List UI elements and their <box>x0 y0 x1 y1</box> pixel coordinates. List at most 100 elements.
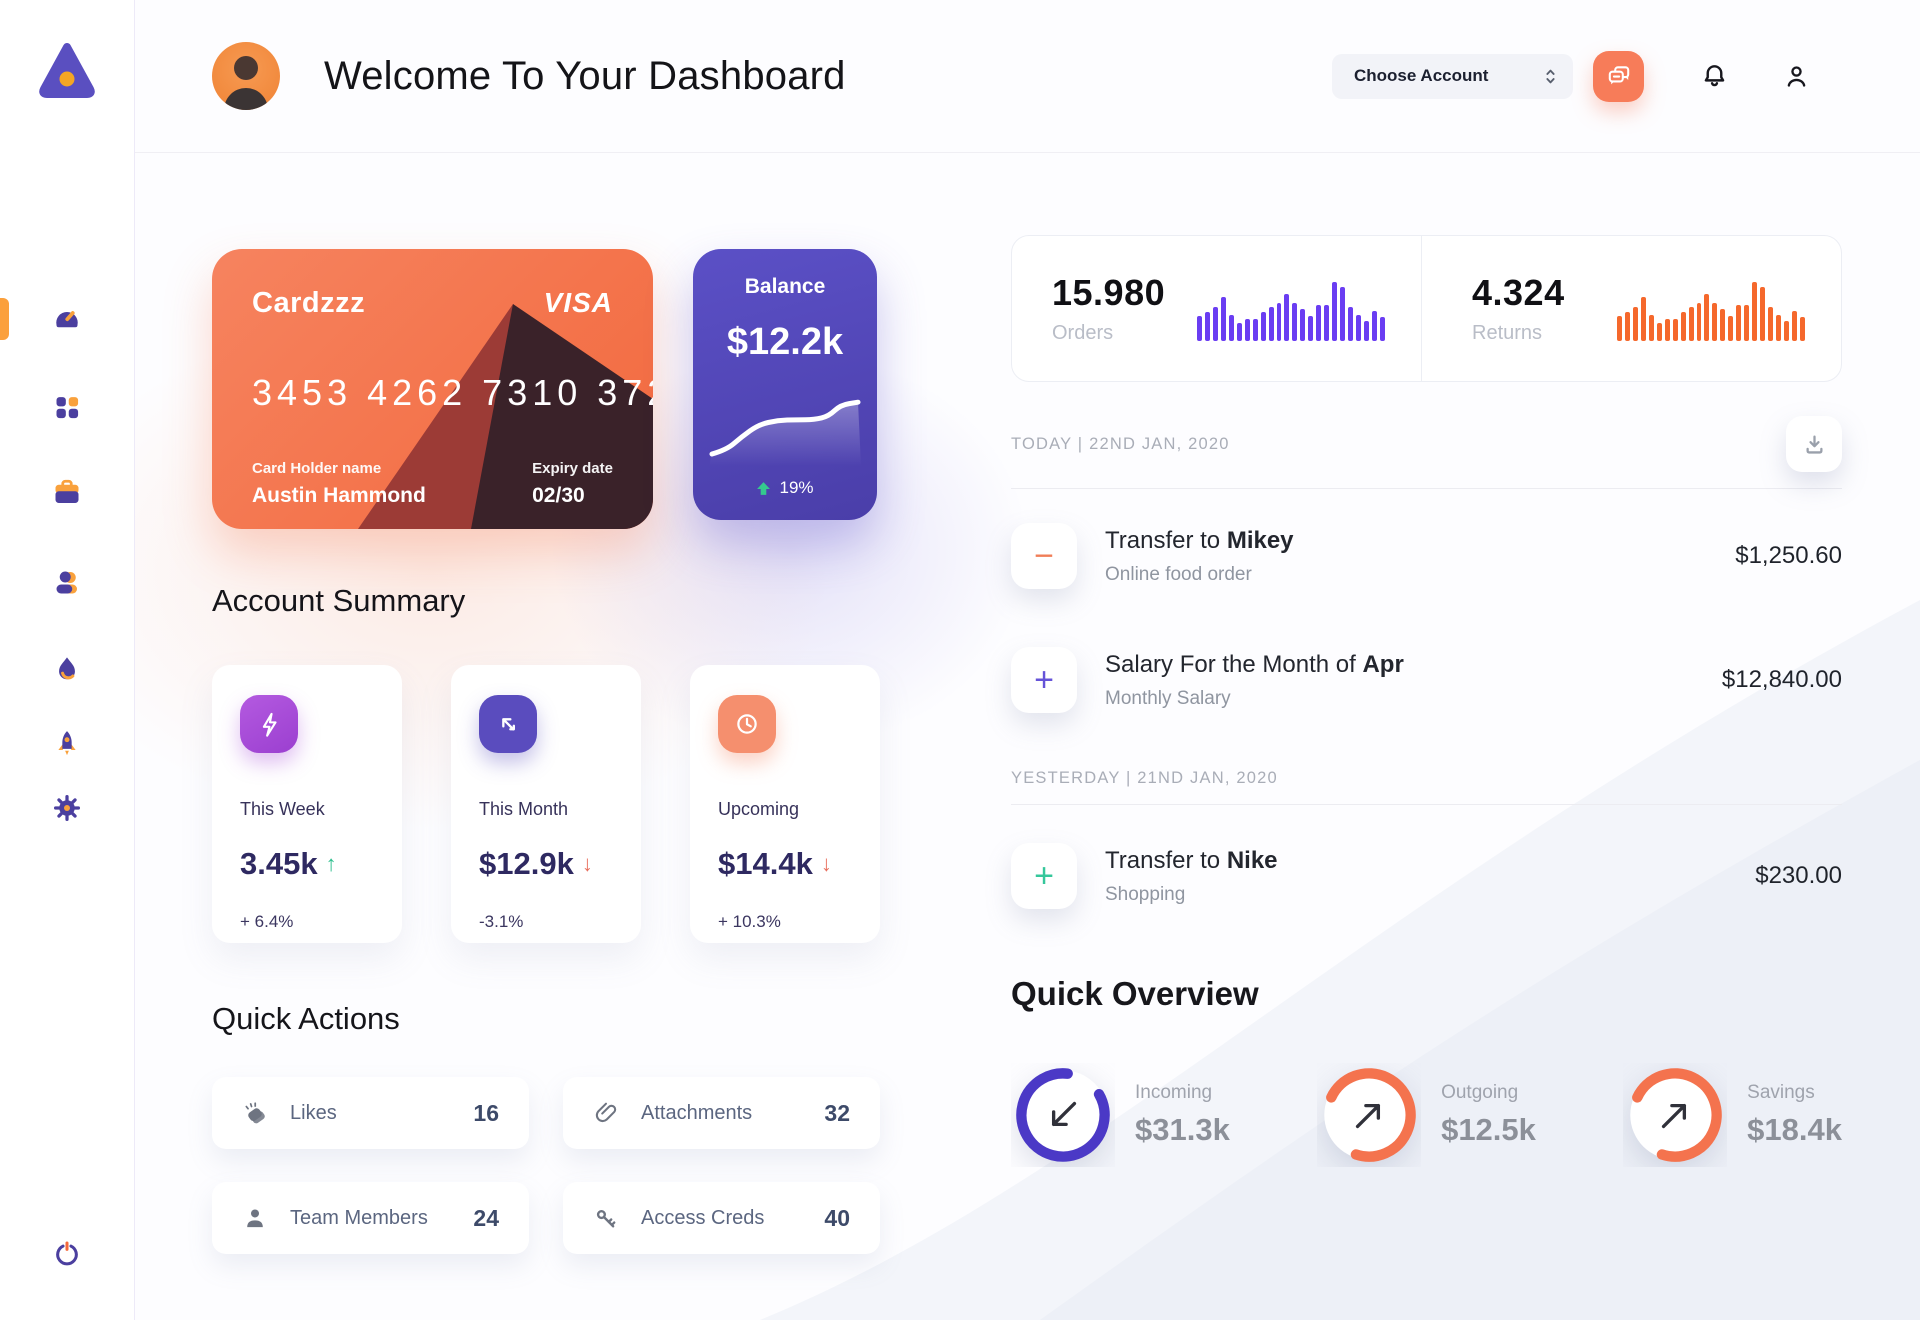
messages-button[interactable] <box>1593 50 1644 102</box>
logout-button[interactable] <box>45 1232 89 1276</box>
sidebar-item-activity[interactable] <box>45 647 89 691</box>
card-name: Cardzzz <box>252 287 366 319</box>
right-column: 15.980 Orders 4.324 Returns TODAY | 22ND… <box>1011 235 1842 1167</box>
returns-value: 4.324 <box>1472 272 1565 313</box>
spark-bar <box>1617 316 1622 341</box>
profile-button[interactable] <box>1776 56 1816 96</box>
spark-bar <box>1284 294 1290 341</box>
minus-icon: − <box>1011 523 1077 589</box>
sidebar-item-portfolio[interactable] <box>45 470 89 514</box>
avatar <box>212 42 280 110</box>
briefcase-icon <box>55 479 79 503</box>
spark-bar <box>1704 294 1710 341</box>
sidebar-item-launch[interactable] <box>45 721 89 765</box>
sidebar-item-dashboard[interactable] <box>45 294 89 338</box>
spark-bar <box>1664 318 1670 341</box>
spark-bar <box>1784 321 1789 341</box>
overview-savings: Savings $18.4k <box>1623 1063 1842 1167</box>
tx-title-name: Mikey <box>1226 526 1294 554</box>
quick-action-access-creds[interactable]: Access Creds 40 <box>563 1182 880 1254</box>
transaction-nike[interactable]: + Transfer to Nike Shopping $230.00 <box>1011 843 1842 909</box>
main-area: Welcome To Your Dashboard Choose Account <box>135 0 1920 1320</box>
returns-label: Returns <box>1472 322 1543 344</box>
spark-bar <box>1220 296 1226 341</box>
spark-bar <box>1744 304 1750 341</box>
spark-bar <box>1197 316 1202 341</box>
left-column: Cardzzz VISA 3453 4262 7310 3728 Card Ho… <box>212 249 880 1254</box>
tx-amount: $230.00 <box>1755 862 1842 889</box>
spark-bar <box>1260 312 1266 341</box>
trend-up-arrow-icon: ↑ <box>325 851 337 876</box>
spark-bar <box>1204 311 1210 341</box>
spark-bar <box>1356 314 1362 341</box>
savings-ring-chart <box>1628 1068 1722 1162</box>
notifications-button[interactable] <box>1694 56 1734 96</box>
spark-bar <box>1371 311 1377 341</box>
tx-title-prefix: Salary For the Month of <box>1105 650 1363 678</box>
credit-card: Cardzzz VISA 3453 4262 7310 3728 Card Ho… <box>212 249 653 529</box>
summary-value: $14.4k <box>718 846 813 881</box>
card-expiry-label: Expiry date <box>532 460 613 477</box>
page-title: Welcome To Your Dashboard <box>324 53 846 98</box>
quick-action-value: 40 <box>824 1204 850 1231</box>
incoming-ring-chart <box>1016 1068 1110 1162</box>
spark-bar <box>1712 303 1718 341</box>
summary-card-this-week: This Week 3.45k ↑ + 6.4% <box>212 665 402 943</box>
spark-bar <box>1236 322 1242 341</box>
choose-account-select[interactable]: Choose Account <box>1332 53 1573 99</box>
member-icon <box>247 1209 263 1228</box>
spark-bar <box>1348 307 1354 341</box>
overview-outgoing: Outgoing $12.5k <box>1317 1063 1536 1167</box>
quick-action-label: Likes <box>290 1101 337 1124</box>
transaction-salary[interactable]: + Salary For the Month of Apr Monthly Sa… <box>1011 647 1842 713</box>
quick-overview-rings: Incoming $31.3k Outgoing $12.5k <box>1011 1063 1842 1167</box>
card-expiry-value: 02/30 <box>532 484 585 507</box>
spark-bar <box>1720 308 1726 341</box>
up-right-arrow-icon <box>1355 1103 1381 1129</box>
sidebar-item-apps[interactable] <box>45 385 89 429</box>
sidebar-item-users[interactable] <box>45 560 89 604</box>
transaction-mikey[interactable]: − Transfer to Mikey Online food order $1… <box>1011 523 1842 589</box>
orders-label: Orders <box>1052 322 1114 344</box>
spark-bar <box>1696 303 1702 341</box>
orders-value: 15.980 <box>1052 272 1166 313</box>
ring-value: $12.5k <box>1441 1112 1536 1147</box>
download-button[interactable] <box>1786 416 1842 472</box>
spark-bar <box>1340 286 1346 341</box>
outgoing-ring-chart <box>1322 1068 1416 1162</box>
spark-bar <box>1316 304 1322 341</box>
paperclip-icon <box>595 1102 617 1123</box>
triangle-logo[interactable] <box>35 38 99 107</box>
quick-action-label: Access Creds <box>641 1206 765 1229</box>
clock-icon <box>737 714 757 734</box>
quick-action-likes[interactable]: Likes 16 <box>212 1077 529 1149</box>
sidebar-item-settings[interactable] <box>45 786 89 830</box>
quick-action-team-members[interactable]: Team Members 24 <box>212 1182 529 1254</box>
card-mountain-decoration <box>358 304 653 529</box>
account-summary-cards: This Week 3.45k ↑ + 6.4% This Month $12.9… <box>212 665 880 943</box>
spark-bar <box>1252 318 1258 341</box>
spark-bar <box>1688 307 1694 341</box>
choose-account-label: Choose Account <box>1354 66 1489 85</box>
up-arrow-icon <box>757 481 771 495</box>
ring-label: Incoming <box>1135 1082 1213 1103</box>
tx-subtitle: Monthly Salary <box>1105 687 1231 709</box>
spark-bar <box>1799 317 1805 341</box>
tx-amount: $1,250.60 <box>1735 542 1842 569</box>
divider <box>1011 804 1842 805</box>
today-date-label: TODAY | 22ND JAN, 2020 <box>1011 434 1230 453</box>
balance-line-chart <box>709 399 861 466</box>
balance-value: $12.2k <box>726 321 844 363</box>
quick-action-value: 32 <box>824 1099 850 1126</box>
yesterday-date-label: YESTERDAY | 21ND JAN, 2020 <box>1011 769 1278 787</box>
trend-arrows-icon <box>502 718 515 731</box>
returns-sparkline-chart <box>1617 277 1805 341</box>
ring-label: Outgoing <box>1441 1082 1519 1103</box>
orders-stat: 15.980 Orders <box>1012 236 1421 381</box>
ring-label: Savings <box>1747 1082 1815 1103</box>
spark-bar <box>1760 286 1766 341</box>
chat-bubbles-icon <box>1608 66 1629 85</box>
spark-bar <box>1656 322 1662 341</box>
spark-bar <box>1268 307 1274 341</box>
quick-action-attachments[interactable]: Attachments 32 <box>563 1077 880 1149</box>
